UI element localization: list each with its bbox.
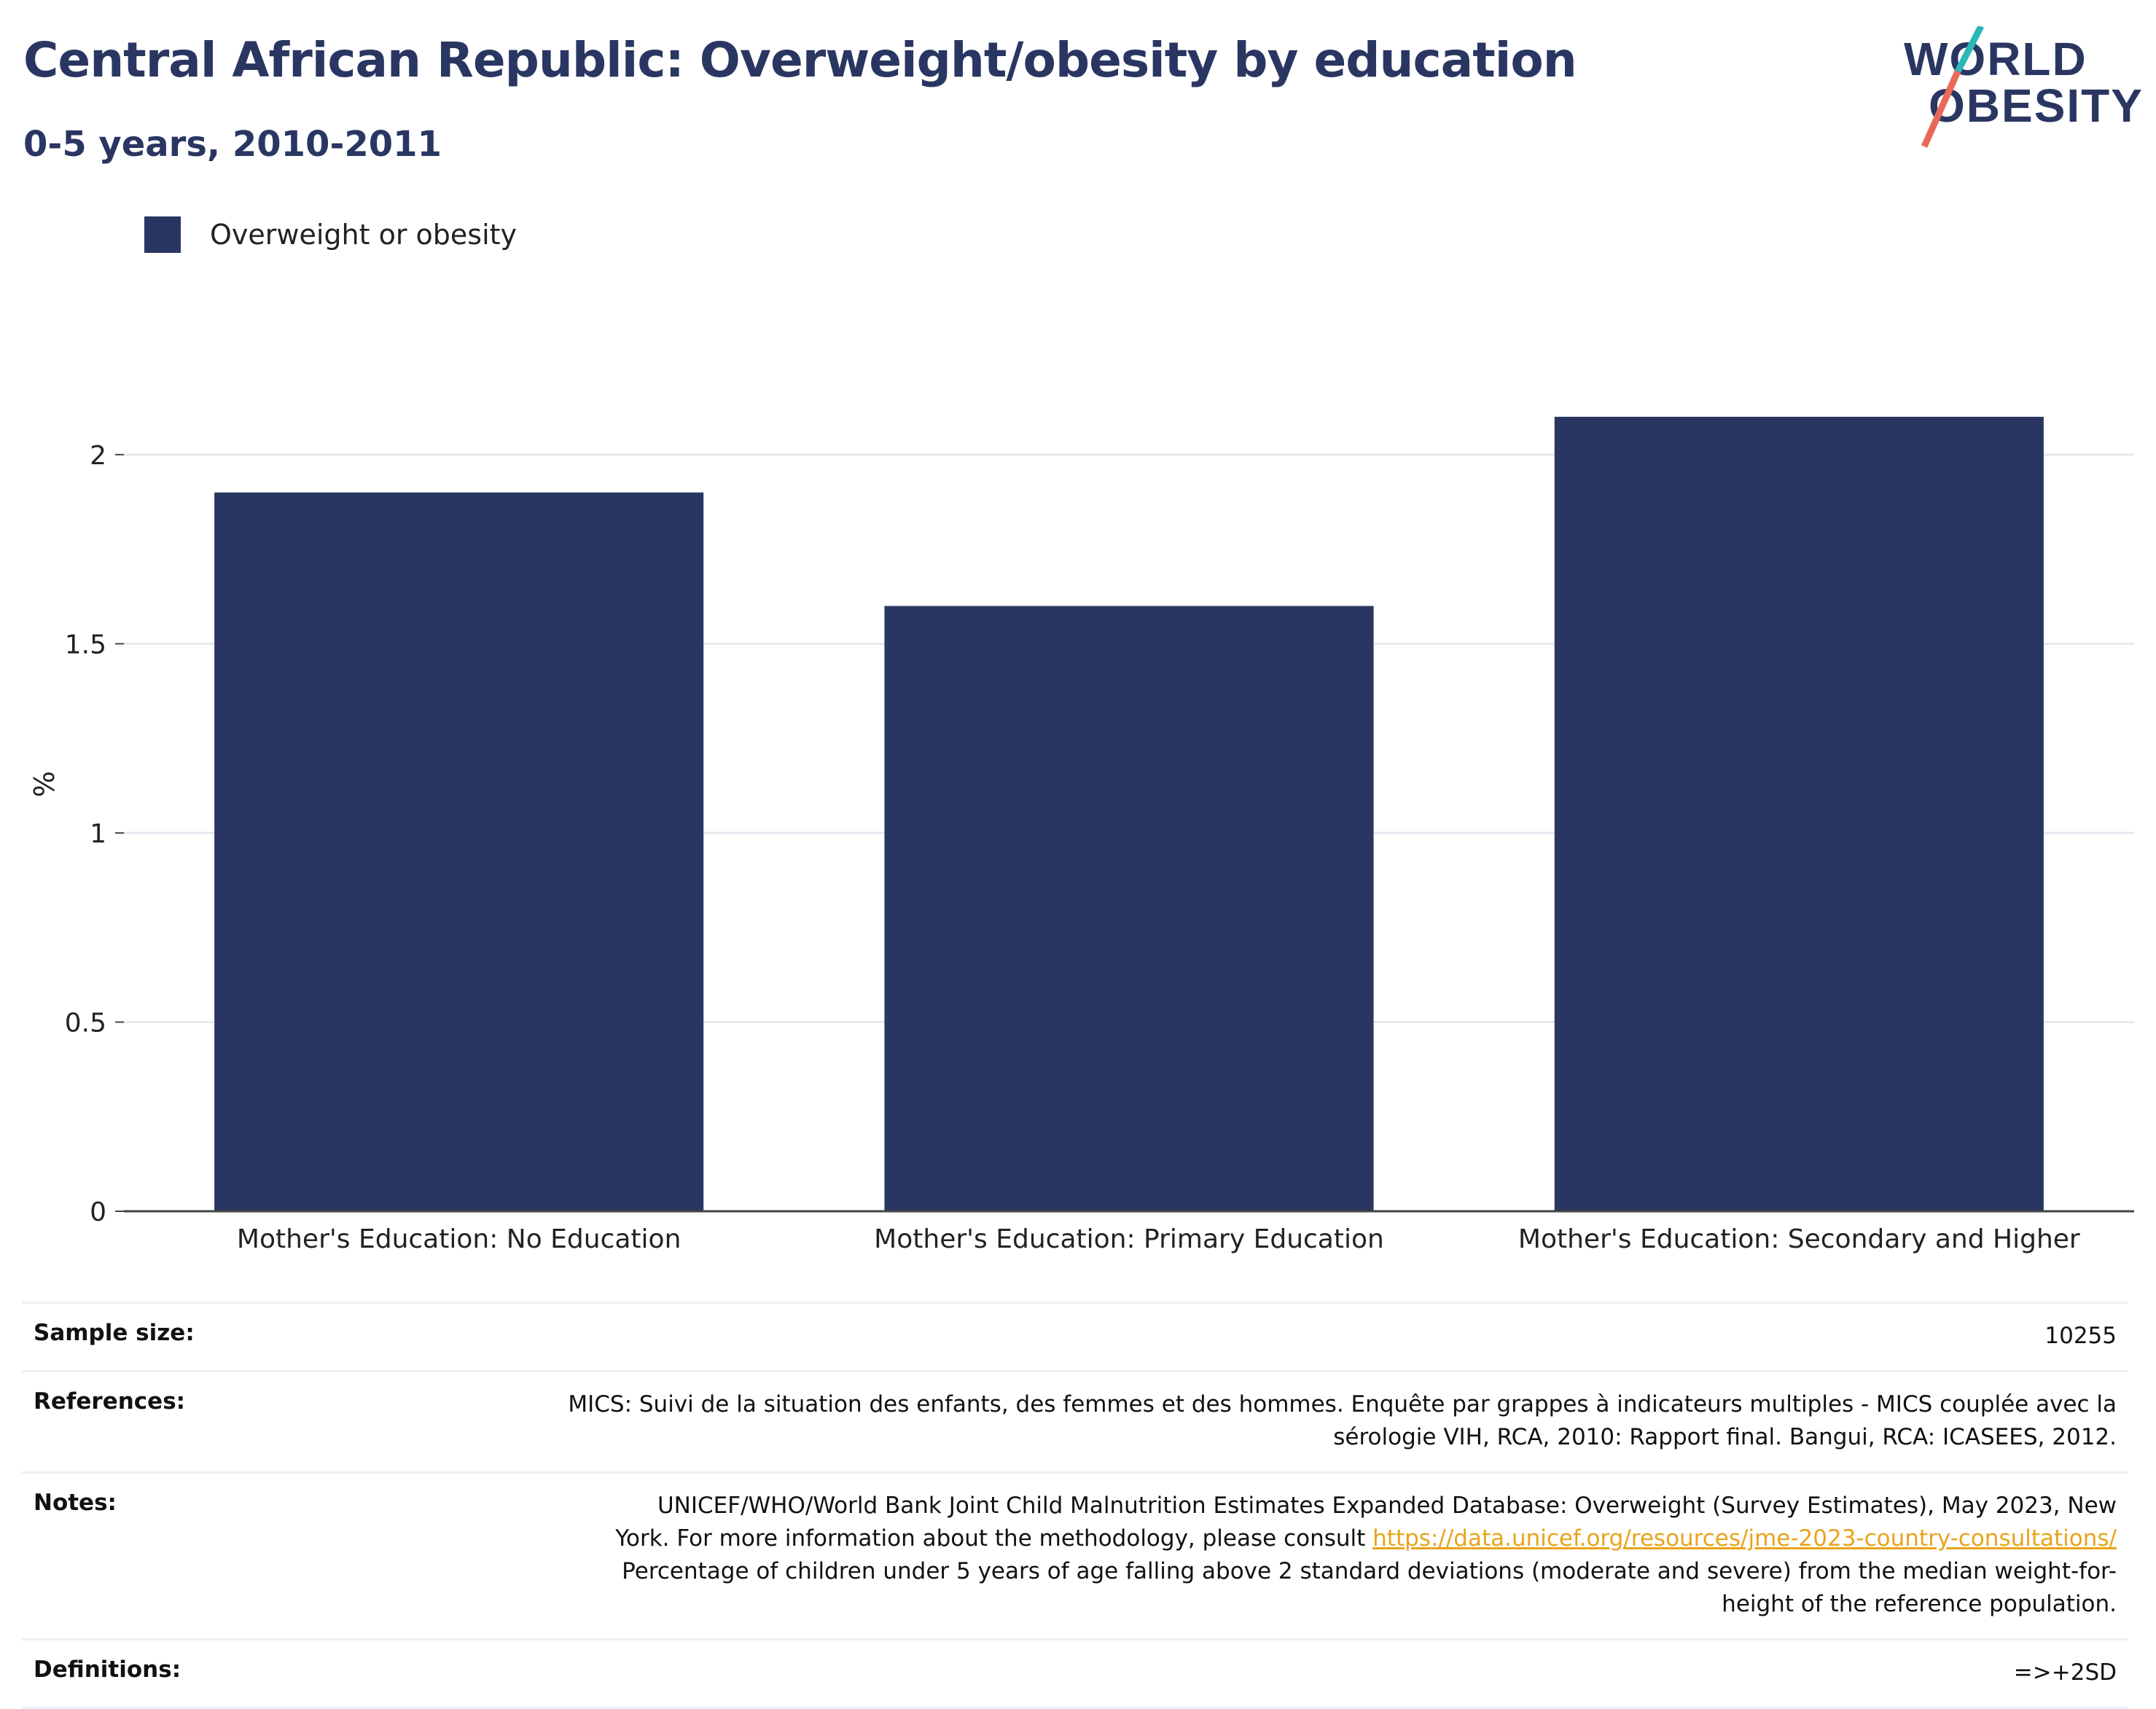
- notes-value: UNICEF/WHO/World Bank Joint Child Malnut…: [267, 1490, 2117, 1621]
- y-tick-label: 0: [90, 1197, 106, 1227]
- x-tick-label: Mother's Education: Primary Education: [874, 1224, 1384, 1254]
- bars: [214, 416, 2044, 1211]
- references-line-1: MICS: Suivi de la situation des enfants,…: [568, 1391, 2117, 1417]
- notes-line-2: York. For more information about the met…: [615, 1525, 1366, 1552]
- y-tick-label: 0.5: [65, 1008, 106, 1038]
- logo-word-world: WORLD: [1904, 33, 2087, 85]
- y-axis-label: %: [28, 771, 60, 797]
- sample-size-value: 10255: [2044, 1323, 2117, 1349]
- chart-title: Central African Republic: Overweight/obe…: [23, 32, 1577, 88]
- info-table: Sample size: 10255 References: MICS: Sui…: [22, 1302, 2128, 1709]
- bar: [884, 606, 1374, 1211]
- notes-line-3: Percentage of children under 5 years of …: [622, 1557, 2117, 1584]
- notes-line-4: height of the reference population.: [1722, 1590, 2117, 1617]
- x-tick-label: Mother's Education: Secondary and Higher: [1518, 1224, 2080, 1254]
- legend-label: Overweight or obesity: [210, 219, 517, 251]
- definitions-label: Definitions:: [34, 1656, 181, 1683]
- definitions-row: Definitions: =>+2SD: [22, 1638, 2128, 1709]
- y-tick-label: 1.5: [65, 630, 106, 660]
- references-label: References:: [34, 1388, 186, 1415]
- chart-legend: Overweight or obesity: [144, 216, 517, 254]
- x-tick-label: Mother's Education: No Education: [237, 1224, 681, 1254]
- bar-chart: 0 0.5 1 1.5 2% Mother's Education: No Educati…: [28, 416, 2134, 1254]
- axes: 0 0.5 1 1.5 2% Mother's Education: No Educati…: [28, 441, 2134, 1254]
- sample-size-row: Sample size: 10255: [22, 1302, 2128, 1370]
- notes-row: Notes: UNICEF/WHO/World Bank Joint Child…: [22, 1471, 2128, 1638]
- notes-label: Notes:: [34, 1489, 117, 1516]
- definitions-value: =>+2SD: [2013, 1659, 2117, 1686]
- world-obesity-logo: WORLD OBESITY: [1895, 26, 2142, 150]
- methodology-link[interactable]: https://data.unicef.org/resources/jme-20…: [1372, 1525, 2117, 1552]
- bar: [214, 492, 704, 1211]
- references-line-2: sérologie VIH, RCA, 2010: Rapport final.…: [1333, 1423, 2117, 1450]
- y-tick-label: 1: [90, 819, 106, 849]
- references-value: MICS: Suivi de la situation des enfants,…: [267, 1388, 2117, 1454]
- notes-line-1: UNICEF/WHO/World Bank Joint Child Malnut…: [657, 1492, 2117, 1519]
- logo-word-obesity: OBESITY: [1929, 79, 2144, 132]
- sample-size-label: Sample size:: [34, 1320, 195, 1346]
- logo-slash-icon: [1921, 26, 1984, 148]
- legend-swatch: [144, 216, 181, 253]
- notes-line-2-container: York. For more information about the met…: [267, 1522, 2117, 1555]
- bar: [1554, 416, 2044, 1211]
- references-row: References: MICS: Suivi de la situation …: [22, 1369, 2128, 1471]
- chart-subtitle: 0-5 years, 2010-2011: [23, 124, 442, 165]
- y-tick-label: 2: [90, 441, 106, 471]
